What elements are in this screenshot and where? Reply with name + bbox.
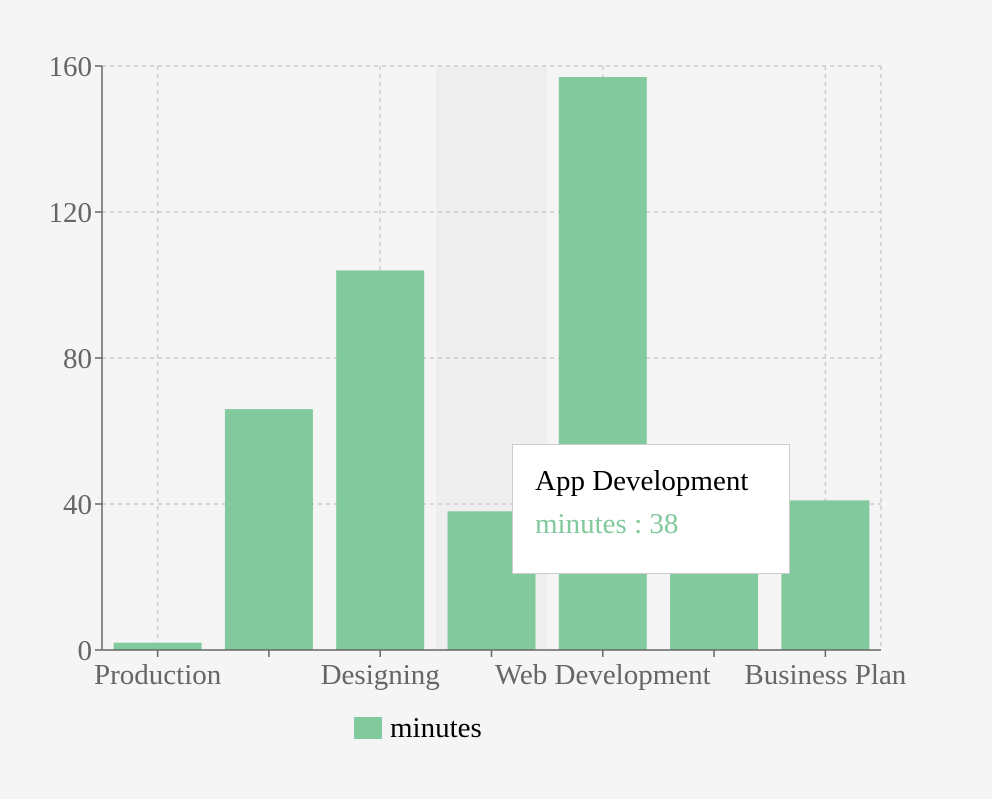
y-tick-label: 0 <box>78 635 93 667</box>
y-tick-label: 160 <box>49 51 93 83</box>
bar <box>781 500 870 650</box>
x-tick-label: Production <box>94 659 222 691</box>
bar <box>224 409 313 650</box>
legend-label: minutes <box>390 711 482 744</box>
bar <box>113 642 202 650</box>
tooltip-separator: : <box>626 508 650 540</box>
y-tick-label: 120 <box>49 197 93 229</box>
x-tick-label: Business Plan <box>744 659 906 691</box>
tooltip-series-name: minutes <box>535 508 627 540</box>
y-tick-label: 80 <box>63 343 92 375</box>
tooltip-label: App Development <box>535 465 749 497</box>
tooltip: App Development minutes : 38 <box>512 444 790 574</box>
legend-swatch <box>354 717 382 739</box>
legend[interactable]: minutes <box>354 710 482 746</box>
bar <box>336 270 425 650</box>
tooltip-value-row: minutes : 38 <box>535 510 789 539</box>
x-tick-label: Designing <box>321 659 440 691</box>
x-tick-label: Web Development <box>495 659 711 691</box>
y-tick-label: 40 <box>63 489 92 521</box>
x-axis-ticks: Production Designing Web Development Busine… <box>94 650 907 691</box>
tooltip-value: 38 <box>649 508 679 540</box>
y-axis-ticks: 0 40 80 120 160 <box>49 51 102 667</box>
